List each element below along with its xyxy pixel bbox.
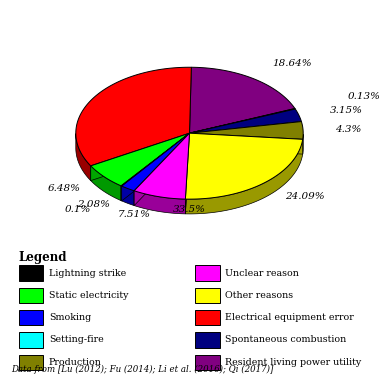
Polygon shape bbox=[185, 133, 190, 214]
Text: 0.13%: 0.13% bbox=[348, 92, 379, 101]
Text: 24.09%: 24.09% bbox=[285, 192, 325, 201]
Polygon shape bbox=[190, 109, 301, 133]
Text: 3.15%: 3.15% bbox=[329, 106, 363, 115]
Polygon shape bbox=[91, 133, 190, 181]
Polygon shape bbox=[190, 122, 303, 140]
Polygon shape bbox=[91, 133, 190, 186]
Bar bbox=[195, 332, 219, 348]
Polygon shape bbox=[185, 133, 303, 199]
Text: Electrical equipment error: Electrical equipment error bbox=[225, 313, 354, 322]
Text: Static electricity: Static electricity bbox=[49, 291, 128, 300]
Polygon shape bbox=[134, 191, 185, 214]
Bar bbox=[19, 355, 43, 370]
Polygon shape bbox=[76, 67, 191, 166]
Polygon shape bbox=[185, 140, 303, 214]
Polygon shape bbox=[121, 133, 190, 201]
Bar bbox=[19, 266, 43, 280]
Text: 6.48%: 6.48% bbox=[47, 184, 80, 194]
Bar bbox=[195, 310, 219, 325]
Polygon shape bbox=[121, 133, 190, 186]
Text: Production: Production bbox=[49, 358, 102, 367]
Text: 33.5%: 33.5% bbox=[173, 204, 206, 213]
Text: 0.1%: 0.1% bbox=[64, 205, 91, 214]
Bar bbox=[195, 355, 219, 370]
Polygon shape bbox=[190, 133, 303, 154]
Polygon shape bbox=[134, 133, 190, 206]
Polygon shape bbox=[91, 166, 121, 201]
Bar bbox=[19, 310, 43, 325]
Polygon shape bbox=[190, 133, 303, 154]
Text: Unclear reason: Unclear reason bbox=[225, 268, 299, 278]
Polygon shape bbox=[185, 133, 190, 214]
Text: 7.51%: 7.51% bbox=[117, 210, 150, 219]
Polygon shape bbox=[134, 133, 190, 206]
Text: Data from [Lu (2012); Fu (2014); Li et al. (2016); Qi (2017)]: Data from [Lu (2012); Fu (2014); Li et a… bbox=[11, 364, 274, 374]
Text: Lightning strike: Lightning strike bbox=[49, 268, 126, 278]
Polygon shape bbox=[76, 134, 91, 181]
Bar bbox=[195, 266, 219, 280]
Text: Spontaneous combustion: Spontaneous combustion bbox=[225, 335, 346, 344]
Polygon shape bbox=[122, 133, 190, 201]
Text: Other reasons: Other reasons bbox=[225, 291, 293, 300]
Text: Setting-fire: Setting-fire bbox=[49, 335, 103, 344]
Polygon shape bbox=[91, 133, 190, 181]
Polygon shape bbox=[122, 133, 190, 191]
Polygon shape bbox=[122, 186, 134, 206]
Text: 4.3%: 4.3% bbox=[335, 125, 361, 134]
Text: 2.08%: 2.08% bbox=[78, 200, 111, 208]
Polygon shape bbox=[122, 133, 190, 201]
Polygon shape bbox=[190, 108, 295, 133]
Text: Resident living power utility: Resident living power utility bbox=[225, 358, 362, 367]
Ellipse shape bbox=[76, 82, 303, 214]
Bar bbox=[195, 288, 219, 303]
Bar bbox=[19, 332, 43, 348]
Text: 18.64%: 18.64% bbox=[272, 59, 312, 68]
Text: Smoking: Smoking bbox=[49, 313, 91, 322]
Polygon shape bbox=[121, 133, 190, 201]
Polygon shape bbox=[190, 67, 295, 133]
Bar bbox=[19, 288, 43, 303]
Polygon shape bbox=[134, 133, 190, 199]
Polygon shape bbox=[121, 186, 122, 201]
Text: Legend: Legend bbox=[19, 251, 67, 264]
